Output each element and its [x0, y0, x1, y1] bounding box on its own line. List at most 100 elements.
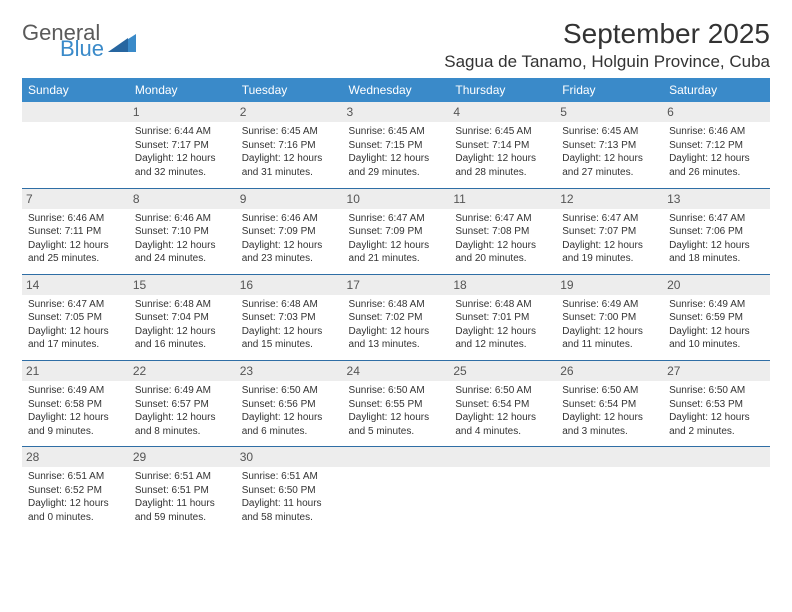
day-number: 1 — [129, 102, 236, 122]
sunset-line: Sunset: 6:59 PM — [669, 311, 764, 325]
sunset-line: Sunset: 7:01 PM — [455, 311, 550, 325]
calendar-day-cell: 14Sunrise: 6:47 AMSunset: 7:05 PMDayligh… — [22, 274, 129, 360]
daylight-line-2: and 28 minutes. — [455, 166, 550, 180]
daylight-line-1: Daylight: 12 hours — [28, 497, 123, 511]
sunrise-line: Sunrise: 6:50 AM — [455, 384, 550, 398]
daylight-line-1: Daylight: 12 hours — [242, 239, 337, 253]
calendar-day-cell: 7Sunrise: 6:46 AMSunset: 7:11 PMDaylight… — [22, 188, 129, 274]
calendar-day-cell: 23Sunrise: 6:50 AMSunset: 6:56 PMDayligh… — [236, 360, 343, 446]
daylight-line-1: Daylight: 12 hours — [562, 325, 657, 339]
day-number-empty — [449, 447, 556, 467]
calendar-day-cell: 5Sunrise: 6:45 AMSunset: 7:13 PMDaylight… — [556, 102, 663, 188]
calendar-week-row: 7Sunrise: 6:46 AMSunset: 7:11 PMDaylight… — [22, 188, 770, 274]
day-number: 29 — [129, 447, 236, 467]
day-number: 4 — [449, 102, 556, 122]
day-number: 19 — [556, 275, 663, 295]
daylight-line-1: Daylight: 12 hours — [135, 411, 230, 425]
sunset-line: Sunset: 7:13 PM — [562, 139, 657, 153]
daylight-line-2: and 2 minutes. — [669, 425, 764, 439]
day-number: 3 — [343, 102, 450, 122]
calendar-day-cell: 4Sunrise: 6:45 AMSunset: 7:14 PMDaylight… — [449, 102, 556, 188]
daylight-line-1: Daylight: 12 hours — [28, 411, 123, 425]
daylight-line-2: and 12 minutes. — [455, 338, 550, 352]
sunset-line: Sunset: 7:05 PM — [28, 311, 123, 325]
sunrise-line: Sunrise: 6:47 AM — [455, 212, 550, 226]
daylight-line-1: Daylight: 11 hours — [135, 497, 230, 511]
logo-triangle-icon — [108, 30, 136, 52]
calendar-day-cell: 21Sunrise: 6:49 AMSunset: 6:58 PMDayligh… — [22, 360, 129, 446]
calendar-day-cell: 12Sunrise: 6:47 AMSunset: 7:07 PMDayligh… — [556, 188, 663, 274]
logo-word2: Blue — [60, 38, 104, 60]
day-number: 25 — [449, 361, 556, 381]
sunset-line: Sunset: 7:15 PM — [349, 139, 444, 153]
sunrise-line: Sunrise: 6:49 AM — [562, 298, 657, 312]
sunrise-line: Sunrise: 6:49 AM — [669, 298, 764, 312]
calendar-day-cell: 30Sunrise: 6:51 AMSunset: 6:50 PMDayligh… — [236, 447, 343, 533]
daylight-line-2: and 19 minutes. — [562, 252, 657, 266]
calendar-day-cell: 28Sunrise: 6:51 AMSunset: 6:52 PMDayligh… — [22, 447, 129, 533]
sunrise-line: Sunrise: 6:50 AM — [562, 384, 657, 398]
calendar-table: Sunday Monday Tuesday Wednesday Thursday… — [22, 78, 770, 533]
sunrise-line: Sunrise: 6:50 AM — [242, 384, 337, 398]
calendar-day-cell: 15Sunrise: 6:48 AMSunset: 7:04 PMDayligh… — [129, 274, 236, 360]
daylight-line-2: and 5 minutes. — [349, 425, 444, 439]
day-number: 17 — [343, 275, 450, 295]
sunrise-line: Sunrise: 6:48 AM — [135, 298, 230, 312]
calendar-day-cell: 9Sunrise: 6:46 AMSunset: 7:09 PMDaylight… — [236, 188, 343, 274]
dow-wednesday: Wednesday — [343, 78, 450, 102]
daylight-line-1: Daylight: 11 hours — [242, 497, 337, 511]
sunset-line: Sunset: 6:54 PM — [455, 398, 550, 412]
sunset-line: Sunset: 6:51 PM — [135, 484, 230, 498]
daylight-line-2: and 0 minutes. — [28, 511, 123, 525]
sunrise-line: Sunrise: 6:51 AM — [242, 470, 337, 484]
daylight-line-2: and 13 minutes. — [349, 338, 444, 352]
calendar-day-cell: 22Sunrise: 6:49 AMSunset: 6:57 PMDayligh… — [129, 360, 236, 446]
day-number-empty — [663, 447, 770, 467]
daylight-line-1: Daylight: 12 hours — [669, 239, 764, 253]
day-number: 11 — [449, 189, 556, 209]
daylight-line-1: Daylight: 12 hours — [455, 411, 550, 425]
calendar-day-cell: 1Sunrise: 6:44 AMSunset: 7:17 PMDaylight… — [129, 102, 236, 188]
daylight-line-1: Daylight: 12 hours — [135, 239, 230, 253]
calendar-day-cell: 27Sunrise: 6:50 AMSunset: 6:53 PMDayligh… — [663, 360, 770, 446]
sunrise-line: Sunrise: 6:51 AM — [135, 470, 230, 484]
sunset-line: Sunset: 7:06 PM — [669, 225, 764, 239]
daylight-line-2: and 59 minutes. — [135, 511, 230, 525]
daylight-line-1: Daylight: 12 hours — [349, 152, 444, 166]
daylight-line-2: and 27 minutes. — [562, 166, 657, 180]
daylight-line-1: Daylight: 12 hours — [562, 152, 657, 166]
sunset-line: Sunset: 7:04 PM — [135, 311, 230, 325]
daylight-line-1: Daylight: 12 hours — [242, 152, 337, 166]
calendar-day-cell: 3Sunrise: 6:45 AMSunset: 7:15 PMDaylight… — [343, 102, 450, 188]
daylight-line-2: and 11 minutes. — [562, 338, 657, 352]
sunrise-line: Sunrise: 6:47 AM — [669, 212, 764, 226]
daylight-line-2: and 6 minutes. — [242, 425, 337, 439]
sunset-line: Sunset: 6:52 PM — [28, 484, 123, 498]
sunset-line: Sunset: 7:08 PM — [455, 225, 550, 239]
sunset-line: Sunset: 6:58 PM — [28, 398, 123, 412]
daylight-line-1: Daylight: 12 hours — [135, 152, 230, 166]
sunset-line: Sunset: 6:56 PM — [242, 398, 337, 412]
daylight-line-2: and 21 minutes. — [349, 252, 444, 266]
day-number: 27 — [663, 361, 770, 381]
sunset-line: Sunset: 7:16 PM — [242, 139, 337, 153]
calendar-day-cell: 2Sunrise: 6:45 AMSunset: 7:16 PMDaylight… — [236, 102, 343, 188]
sunrise-line: Sunrise: 6:48 AM — [242, 298, 337, 312]
sunset-line: Sunset: 7:11 PM — [28, 225, 123, 239]
title-block: September 2025 Sagua de Tanamo, Holguin … — [444, 18, 770, 72]
calendar-day-cell: 10Sunrise: 6:47 AMSunset: 7:09 PMDayligh… — [343, 188, 450, 274]
dow-friday: Friday — [556, 78, 663, 102]
day-number-empty — [556, 447, 663, 467]
calendar-day-cell: 16Sunrise: 6:48 AMSunset: 7:03 PMDayligh… — [236, 274, 343, 360]
daylight-line-2: and 4 minutes. — [455, 425, 550, 439]
day-number: 24 — [343, 361, 450, 381]
daylight-line-2: and 16 minutes. — [135, 338, 230, 352]
dow-monday: Monday — [129, 78, 236, 102]
daylight-line-2: and 32 minutes. — [135, 166, 230, 180]
sunset-line: Sunset: 6:53 PM — [669, 398, 764, 412]
daylight-line-2: and 17 minutes. — [28, 338, 123, 352]
daylight-line-1: Daylight: 12 hours — [349, 325, 444, 339]
calendar-day-cell — [449, 447, 556, 533]
daylight-line-2: and 58 minutes. — [242, 511, 337, 525]
daylight-line-2: and 25 minutes. — [28, 252, 123, 266]
